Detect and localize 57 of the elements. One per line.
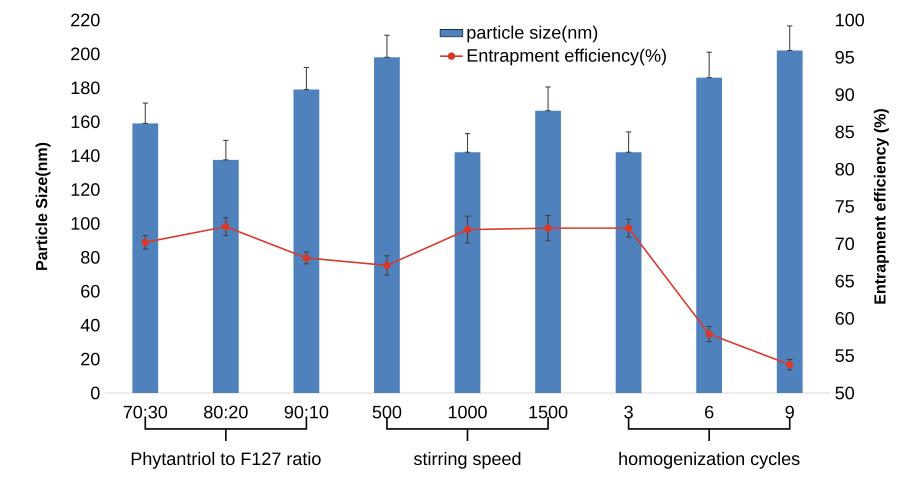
x-tick-label: 80:20 xyxy=(204,406,248,418)
y2-tick-label: 65 xyxy=(836,274,854,288)
y2-tick-label: 60 xyxy=(836,312,854,325)
bar xyxy=(616,152,642,393)
y-tick-label: 140 xyxy=(72,149,100,162)
y2-tick-label: 50 xyxy=(835,386,854,400)
bar xyxy=(374,57,400,393)
y-tick-label: 80 xyxy=(81,250,100,264)
y2-tick-label: 85 xyxy=(835,126,854,138)
x-tick-label: 9 xyxy=(786,406,794,418)
bar xyxy=(535,110,561,393)
y-tick-label: 20 xyxy=(81,352,100,366)
y-tick-label: 100 xyxy=(72,217,100,230)
bar xyxy=(696,78,722,393)
y2-tick-label: 75 xyxy=(836,200,854,213)
legend-label: particle size(nm) xyxy=(467,26,598,42)
point xyxy=(786,360,794,368)
bar xyxy=(132,123,158,393)
bar xyxy=(454,152,480,393)
x-tick-label: 90:10 xyxy=(284,406,328,418)
text: stirring speed xyxy=(414,452,520,469)
text: homogenization cycles xyxy=(619,452,800,469)
bar xyxy=(212,160,239,393)
y2-tick-label: 90 xyxy=(836,88,854,101)
text: Phytantriol to F127 ratio xyxy=(132,452,321,469)
y-tick-label: 40 xyxy=(80,318,100,332)
y-tick-label: 200 xyxy=(71,48,100,60)
y2-tick-label: 70 xyxy=(836,237,854,250)
y2-tick-label: 80 xyxy=(835,162,854,176)
x-tick-label: 1000 xyxy=(448,406,487,418)
point xyxy=(383,262,391,270)
y-tick-label: 0 xyxy=(91,386,100,400)
y-axis-title: Particle Size(nm) xyxy=(36,142,50,270)
y2-tick-label: 100 xyxy=(836,14,864,26)
point xyxy=(142,238,150,246)
x-tick-label: 500 xyxy=(372,406,402,418)
point xyxy=(544,224,552,232)
point xyxy=(464,226,472,234)
bar xyxy=(294,90,320,393)
y-tick-label: 120 xyxy=(72,183,100,196)
x-tick-label: 70:30 xyxy=(124,406,168,418)
y2-axis-title: Entrapment efficiency (%) xyxy=(874,109,889,304)
legend-label: Entrapment efficiency(%) xyxy=(468,48,666,66)
y-tick-label: 180 xyxy=(72,81,100,94)
x-tick-label: 6 xyxy=(705,406,714,418)
y2-tick-label: 55 xyxy=(835,349,854,362)
point xyxy=(222,222,230,230)
point xyxy=(624,224,632,232)
y2-tick-label: 95 xyxy=(836,50,854,64)
y-tick-label: 220 xyxy=(71,14,100,26)
point xyxy=(302,254,310,262)
x-tick-label: 3 xyxy=(624,406,633,418)
point xyxy=(705,330,713,338)
bar xyxy=(776,50,803,393)
x-tick-label: 1500 xyxy=(529,406,568,418)
y-tick-label: 160 xyxy=(72,115,100,128)
y-tick-label: 60 xyxy=(81,284,100,298)
